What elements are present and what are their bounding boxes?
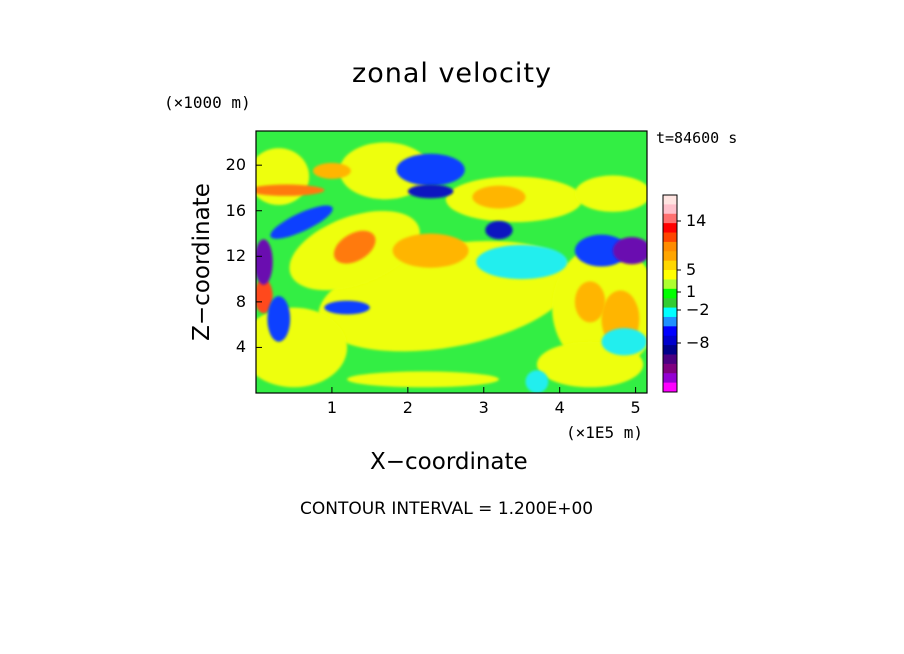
colorbar-swatch (663, 270, 677, 280)
colorbar-swatch (663, 335, 677, 346)
field-region (574, 175, 647, 212)
field-region (392, 233, 469, 268)
field-region (312, 162, 351, 179)
colorbar-swatch (663, 288, 677, 299)
field-region (472, 185, 526, 209)
field-region (574, 281, 606, 323)
velocity-field (256, 131, 647, 393)
field-region (339, 142, 431, 200)
x-tick-label: 2 (402, 398, 413, 417)
axes (256, 164, 637, 393)
colorbar-swatch (663, 213, 677, 224)
field-region (256, 184, 325, 196)
y-axis-label: Z−coordinate (189, 183, 215, 341)
chart-title: zonal velocity (352, 58, 552, 89)
x-axis-unit: (×1E5 m) (566, 423, 644, 442)
colorbar-swatch (663, 223, 677, 234)
field-region (612, 236, 647, 265)
colorbar-tick-label: 1 (686, 282, 697, 301)
colorbar-swatch (663, 195, 677, 205)
x-tick-label: 1 (326, 398, 338, 417)
colorbar (662, 194, 681, 393)
field-region (407, 184, 454, 199)
y-tick-label: 12 (225, 246, 246, 266)
colorbar-swatch (663, 354, 677, 365)
colorbar-tick-label: 5 (686, 260, 697, 279)
colorbar-swatch (663, 232, 677, 243)
y-tick-label: 16 (225, 200, 246, 220)
x-tick-label: 4 (554, 398, 565, 417)
colorbar-swatch (663, 298, 677, 309)
colorbar-swatch (663, 373, 677, 384)
colorbar-swatch (663, 204, 677, 215)
y-tick-label: 4 (235, 337, 246, 357)
plot-frame (255, 130, 648, 394)
colorbar-tick-label: 14 (686, 211, 707, 230)
colorbar-swatch (663, 382, 677, 393)
field-region (601, 328, 647, 356)
colorbar-swatch (663, 345, 677, 355)
x-tick-label: 5 (630, 398, 641, 417)
field-region (485, 220, 513, 240)
x-axis-label: X−coordinate (370, 449, 528, 475)
colorbar-swatch (663, 260, 677, 271)
colorbar-swatch (663, 316, 677, 327)
field-region (476, 244, 568, 280)
colorbar-swatch (663, 326, 677, 337)
colorbar-swatch (663, 241, 677, 252)
field-region (333, 230, 376, 264)
colorbar-frame (662, 194, 678, 393)
field-region (256, 279, 273, 314)
field-region (574, 234, 629, 267)
field-region (525, 370, 549, 393)
field-region (270, 205, 333, 239)
y-axis-unit: (×1000 m) (164, 93, 251, 112)
field-region (256, 239, 273, 285)
x-tick-label: 3 (478, 398, 489, 417)
colorbar-swatch (663, 251, 677, 262)
field-region (324, 300, 370, 315)
field-region (396, 153, 465, 186)
y-tick-label: 8 (235, 291, 246, 311)
colorbar-swatch (663, 363, 677, 374)
time-label: t=84600 s (656, 129, 738, 147)
colorbar-swatch (663, 307, 677, 318)
colorbar-tick-label: −8 (686, 333, 710, 352)
y-tick-label: 20 (225, 155, 246, 175)
field-region (347, 371, 499, 388)
field-region (256, 148, 310, 206)
contour-interval: CONTOUR INTERVAL = 1.200E+00 (300, 499, 594, 519)
field-region (267, 296, 291, 342)
colorbar-tick-label: −2 (686, 300, 710, 319)
colorbar-swatch (663, 279, 677, 290)
